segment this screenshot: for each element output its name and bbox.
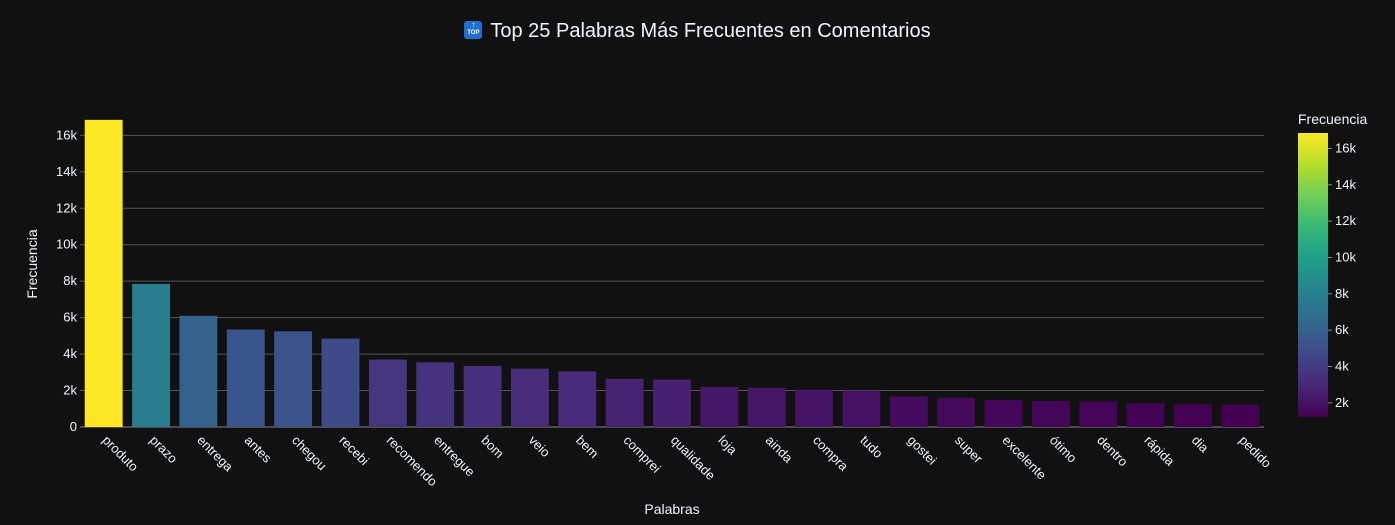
colorbar: 2k 4k 6k 8k 10k 12k 14k 16k Frecuencia xyxy=(1298,111,1367,417)
y-tick-label: 12k xyxy=(56,200,77,215)
bar-dentro xyxy=(1079,401,1118,427)
bar-bem xyxy=(558,371,597,427)
x-tick-label: entrega xyxy=(194,433,236,475)
bar-produto xyxy=(84,119,123,427)
x-tick-label: entregue xyxy=(431,433,478,480)
bar-dia xyxy=(1174,404,1212,427)
bar-recomendo xyxy=(368,359,407,427)
chart-title-row: ↑ TOP Top 25 Palabras Más Frecuentes en … xyxy=(0,20,1395,43)
bar-entregue xyxy=(416,362,455,427)
colorbar-tick-label: 2k xyxy=(1335,395,1349,410)
bar-rápida xyxy=(1126,403,1165,427)
x-tick-label: qualidade xyxy=(668,433,718,483)
x-tick-label: veio xyxy=(526,433,553,460)
x-tick-label: produto xyxy=(100,433,142,475)
colorbar-tick-label: 12k xyxy=(1335,213,1356,228)
bar-bom xyxy=(463,365,502,427)
bar-super xyxy=(937,397,976,427)
x-tick-label: recebi xyxy=(336,433,372,469)
badge-arrow: ↑ xyxy=(471,20,476,29)
bar-ainda xyxy=(747,387,786,427)
colorbar-tick-label: 16k xyxy=(1335,140,1356,155)
bar-ótimo xyxy=(1031,400,1070,427)
x-tick-label: excelente xyxy=(999,433,1049,483)
bar-veio xyxy=(510,368,549,427)
x-tick-label: tudo xyxy=(857,433,886,462)
x-axis: produto prazo entrega antes chegou recebi reco… xyxy=(100,433,1275,490)
y-tick-label: 16k xyxy=(56,127,77,142)
x-tick-label: compra xyxy=(810,433,852,475)
bar-recebi xyxy=(321,338,360,427)
x-tick-label: gostei xyxy=(905,433,940,468)
bars xyxy=(84,119,1260,427)
bar-tudo xyxy=(842,390,881,427)
x-tick-label: dentro xyxy=(1094,433,1131,470)
x-axis-label: Palabras xyxy=(644,501,699,517)
y-tick-label: 0 xyxy=(70,419,77,434)
x-tick-label: dia xyxy=(1189,433,1212,456)
bar-gostei xyxy=(889,396,928,427)
chart-title: Top 25 Palabras Más Frecuentes en Coment… xyxy=(490,20,931,42)
x-tick-label: super xyxy=(952,433,986,467)
colorbar-tick-label: 10k xyxy=(1335,249,1356,264)
x-tick-label: prazo xyxy=(147,433,181,467)
colorbar-title: Frecuencia xyxy=(1298,111,1367,127)
bar-prazo xyxy=(132,283,170,427)
y-tick-label: 2k xyxy=(63,383,77,398)
y-tick-label: 10k xyxy=(56,237,77,252)
top-arrow-icon: ↑ TOP xyxy=(464,20,483,39)
x-tick-label: antes xyxy=(242,433,275,466)
y-tick-label: 8k xyxy=(63,273,77,288)
y-tick-label: 4k xyxy=(63,346,77,361)
x-tick-label: bom xyxy=(478,433,506,461)
y-tick-label: 6k xyxy=(63,310,77,325)
bar-antes xyxy=(226,329,265,427)
bar-entrega xyxy=(179,315,218,427)
x-tick-label: loja xyxy=(715,433,740,458)
badge-text: TOP xyxy=(467,30,480,36)
x-tick-label: ainda xyxy=(763,433,797,467)
y-axis: 0 2k 4k 6k 8k 10k 12k 14k 16k xyxy=(56,127,77,434)
colorbar-tick-label: 8k xyxy=(1335,286,1349,301)
colorbar-tick-label: 4k xyxy=(1335,358,1349,373)
colorbar-tick-label: 6k xyxy=(1335,322,1349,337)
y-tick-label: 14k xyxy=(56,164,77,179)
bar-comprei xyxy=(605,378,644,427)
x-tick-label: chegou xyxy=(289,433,330,474)
bar-chegou xyxy=(274,331,313,427)
x-tick-label: rápida xyxy=(1141,433,1178,470)
x-tick-label: ótimo xyxy=(1047,433,1080,466)
bar-loja xyxy=(700,386,739,427)
colorbar-tick-label: 14k xyxy=(1335,177,1356,192)
x-tick-label: bem xyxy=(573,433,601,461)
x-tick-label: comprei xyxy=(621,433,664,476)
x-tick-label: pedido xyxy=(1236,433,1274,471)
bar-excelente xyxy=(984,400,1023,427)
colorbar-gradient xyxy=(1298,133,1328,417)
y-axis-label: Frecuencia xyxy=(24,229,40,298)
bar-qualidade xyxy=(653,379,691,427)
bar-pedido xyxy=(1221,404,1260,427)
bar-compra xyxy=(795,389,834,427)
